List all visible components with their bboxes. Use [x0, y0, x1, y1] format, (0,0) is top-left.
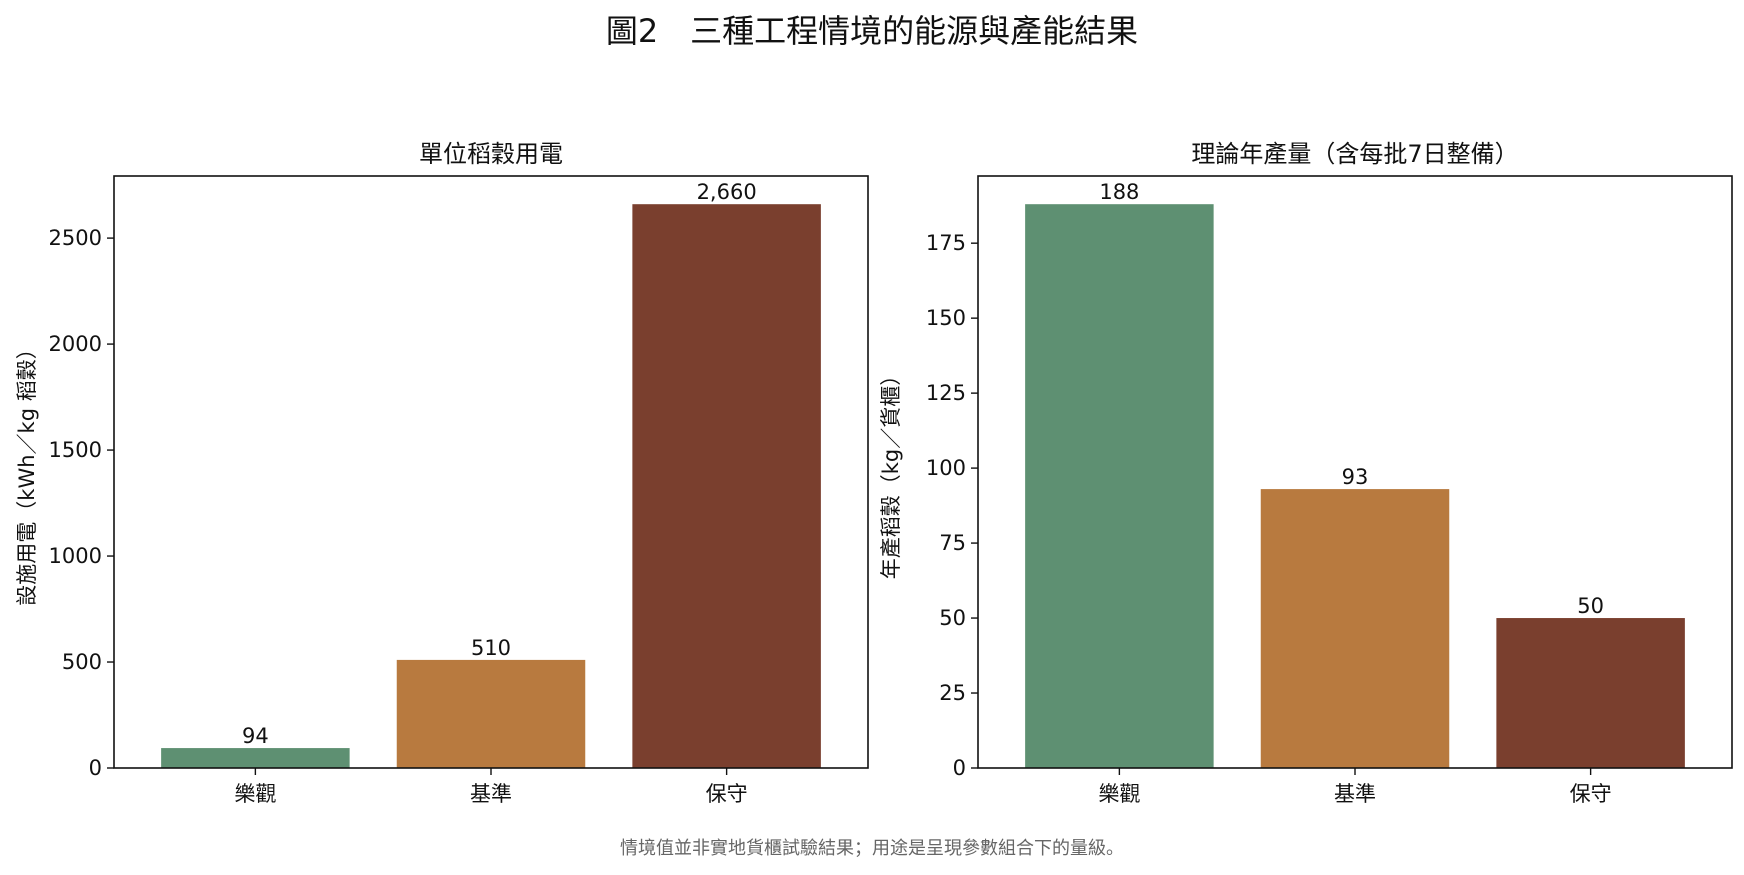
y-tick-label: 2500 [49, 226, 102, 250]
x-tick-label-conservative: 保守 [1570, 782, 1612, 806]
bar-conservative [1496, 618, 1685, 768]
data-label-conservative: 2,660 [697, 180, 757, 204]
data-label-optimistic: 94 [242, 724, 269, 748]
chart-0-title: 單位稻穀用電 [419, 140, 563, 168]
y-tick-label: 2000 [49, 332, 102, 356]
y-tick-label: 75 [939, 531, 966, 555]
y-tick-label: 1000 [49, 544, 102, 568]
y-tick-label: 50 [939, 606, 966, 630]
chart-1-title: 理論年產量（含每批7日整備） [1191, 140, 1518, 168]
figure-title: 圖2 三種工程情境的能源與產能結果 [606, 12, 1138, 50]
chart-energy-per-kg: 單位稻穀用電 94 樂觀 510 基準 2,660 保守 0 500 1000 1500 2000 25… [15, 140, 869, 806]
data-label-baseline: 510 [471, 636, 511, 660]
x-tick-label-conservative: 保守 [706, 782, 748, 806]
chart-0-ylabel: 設施用電（kWh／kg 稻穀） [15, 338, 39, 605]
chart-1-frame [977, 175, 1733, 769]
footnote: 情境值並非實地貨櫃試驗結果；用途是呈現參數組合下的量級。 [620, 838, 1124, 859]
y-tick-label: 500 [62, 650, 102, 674]
x-tick-label-baseline: 基準 [1334, 782, 1376, 806]
bar-baseline [1260, 489, 1450, 768]
y-tick-label: 1500 [49, 438, 102, 462]
chart-0-frame [113, 175, 869, 769]
y-tick-label: 0 [89, 756, 102, 780]
y-tick-label: 175 [926, 231, 966, 255]
x-tick-label-optimistic: 樂觀 [234, 782, 276, 806]
y-tick-label: 150 [926, 306, 966, 330]
y-tick-label: 0 [953, 756, 966, 780]
data-label-optimistic: 188 [1099, 180, 1139, 204]
bar-optimistic [1025, 204, 1214, 768]
data-label-conservative: 50 [1577, 594, 1604, 618]
data-label-baseline: 93 [1342, 465, 1369, 489]
y-tick-label: 25 [939, 681, 966, 705]
chart-annual-yield: 理論年產量（含每批7日整備） 188 樂觀 93 基準 50 保守 0 25 50 75 100 125… [879, 140, 1733, 806]
chart-1-ylabel: 年產稻穀（kg／貨櫃） [879, 365, 903, 580]
bar-conservative [632, 204, 821, 768]
bar-baseline [396, 659, 586, 768]
bar-optimistic [161, 748, 350, 768]
x-tick-label-baseline: 基準 [470, 782, 512, 806]
y-tick-label: 125 [926, 381, 966, 405]
x-tick-label-optimistic: 樂觀 [1098, 782, 1140, 806]
y-tick-label: 100 [926, 456, 966, 480]
